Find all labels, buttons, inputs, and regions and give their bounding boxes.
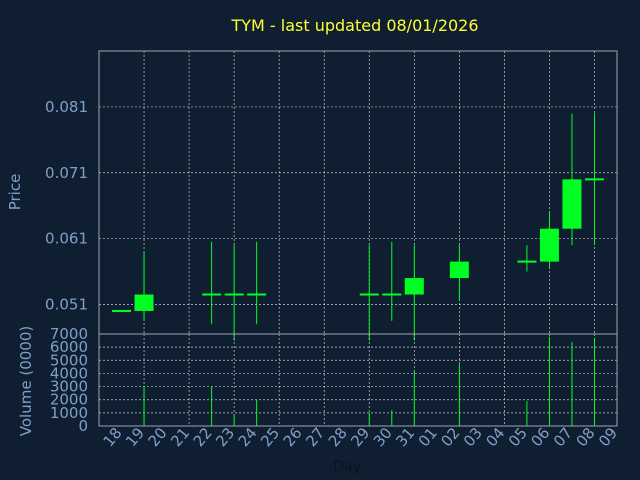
volume-tick-label: 6000: [50, 338, 88, 356]
candle-body: [134, 294, 154, 311]
candle-body: [382, 293, 402, 296]
volume-tick-label: 4000: [50, 364, 88, 382]
candle-body: [404, 278, 424, 295]
volume-tick-label: 0: [78, 417, 88, 435]
price-tick-label: 0.051: [45, 295, 88, 313]
volume-tick-label: 3000: [50, 378, 88, 396]
candle-body: [112, 309, 132, 312]
volume-tick-label: 1000: [50, 404, 88, 422]
price-axis-label: Price: [6, 174, 24, 211]
price-tick-label: 0.071: [45, 164, 88, 182]
candle-body: [584, 178, 604, 181]
price-panel: 0.051 0.061 0.071 0.081: [45, 50, 618, 341]
candle-body: [449, 261, 469, 279]
volume-tick-label: 7000: [50, 325, 88, 343]
candle-body: [359, 293, 379, 296]
volume-axis-label: Volume (0000): [17, 326, 35, 436]
candle-body: [517, 260, 537, 263]
candle-body: [202, 293, 222, 296]
volume-tick-label: 5000: [50, 351, 88, 369]
chart-title: TYM - last updated 08/01/2026: [230, 16, 478, 35]
day-axis-label: Day: [333, 459, 361, 475]
x-axis-ticks: 1819202122232425262728293031010203040506…: [100, 424, 622, 450]
candle-body: [247, 293, 267, 296]
volume-tick-label: 2000: [50, 391, 88, 409]
volume-frame: [98, 333, 618, 427]
candle-body: [539, 228, 559, 262]
price-tick-label: 0.061: [45, 230, 88, 248]
price-tick-label: 0.081: [45, 98, 88, 116]
candle-body: [224, 293, 244, 296]
candle-body: [562, 179, 582, 229]
